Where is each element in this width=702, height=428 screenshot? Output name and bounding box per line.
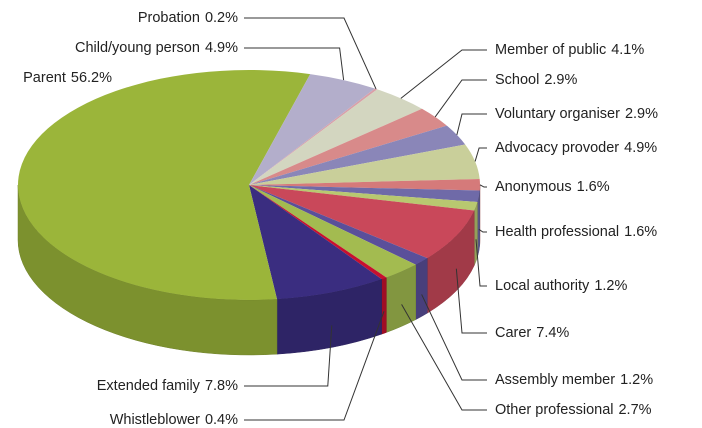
slice-label: Voluntary organiser 2.9%	[495, 106, 658, 122]
category-name: Anonymous	[495, 179, 572, 195]
slice-label: Carer 7.4%	[495, 325, 569, 341]
leader-line	[400, 49, 487, 99]
value-label: 1.6%	[577, 179, 610, 195]
category-name: Member of public	[495, 42, 606, 58]
slice	[249, 185, 387, 280]
slice-label: Probation 0.2%	[138, 10, 238, 26]
slice	[249, 185, 478, 211]
leader-line	[421, 294, 487, 381]
slice	[249, 185, 382, 300]
leader-line	[244, 17, 377, 90]
value-label: 1.2%	[594, 278, 627, 294]
leader-line	[455, 268, 487, 334]
slice	[249, 185, 480, 203]
slice	[249, 88, 378, 185]
category-name: Voluntary organiser	[495, 106, 620, 122]
leader-line	[434, 79, 487, 118]
category-name: Child/young person	[75, 40, 200, 56]
slice-label: Member of public 4.1%	[495, 42, 644, 58]
slice-label: Advocacy provoder 4.9%	[495, 140, 657, 156]
value-label: 4.9%	[205, 40, 238, 56]
slice	[249, 185, 428, 265]
slice	[249, 185, 416, 278]
value-label: 56.2%	[71, 70, 112, 86]
slice-label: Other professional 2.7%	[495, 402, 652, 418]
value-label: 7.4%	[536, 325, 569, 341]
category-name: Assembly member	[495, 372, 615, 388]
slice	[17, 69, 311, 300]
leader-line	[456, 113, 487, 135]
slice-label: Local authority 1.2%	[495, 278, 627, 294]
slice-label: Whistleblower 0.4%	[110, 412, 238, 428]
slice	[249, 74, 375, 185]
value-label: 2.9%	[625, 106, 658, 122]
slice-label: Child/young person 4.9%	[75, 40, 238, 56]
value-label: 4.1%	[611, 42, 644, 58]
slice	[249, 108, 447, 185]
value-label: 0.2%	[205, 10, 238, 26]
slice-side	[381, 277, 387, 335]
leader-line	[479, 184, 487, 188]
leader-line	[475, 239, 487, 287]
category-name: Carer	[495, 325, 531, 341]
value-label: 2.9%	[544, 72, 577, 88]
slice-side	[415, 257, 428, 321]
value-label: 7.8%	[205, 378, 238, 394]
category-name: Extended family	[97, 378, 201, 394]
value-label: 4.9%	[624, 140, 657, 156]
slice-label: School 2.9%	[495, 72, 578, 88]
leader-line	[244, 325, 333, 387]
category-name: Advocacy provoder	[495, 140, 619, 156]
category-name: Probation	[138, 10, 200, 26]
leader-line	[401, 304, 487, 411]
slice	[249, 178, 480, 191]
slice-label: Assembly member 1.2%	[495, 372, 653, 388]
slice	[249, 125, 466, 185]
category-name: Health professional	[495, 224, 619, 240]
slice	[249, 89, 422, 185]
slice	[249, 185, 475, 259]
category-name: Local authority	[495, 278, 590, 294]
category-name: Whistleblower	[110, 412, 200, 428]
value-label: 1.6%	[624, 224, 657, 240]
leader-line	[474, 147, 487, 162]
leader-line	[244, 47, 345, 81]
value-label: 0.4%	[205, 412, 238, 428]
category-name: Parent	[23, 70, 66, 86]
category-name: Other professional	[495, 402, 613, 418]
slice-label: Health professional 1.6%	[495, 224, 657, 240]
value-label: 2.7%	[618, 402, 651, 418]
leader-line	[478, 228, 487, 233]
leader-line	[244, 311, 385, 421]
slice	[249, 144, 480, 185]
slice-label: Anonymous 1.6%	[495, 179, 610, 195]
value-label: 1.2%	[620, 372, 653, 388]
category-name: School	[495, 72, 539, 88]
slice-label: Parent 56.2%	[23, 70, 112, 86]
slice-label: Extended family 7.8%	[97, 378, 238, 394]
